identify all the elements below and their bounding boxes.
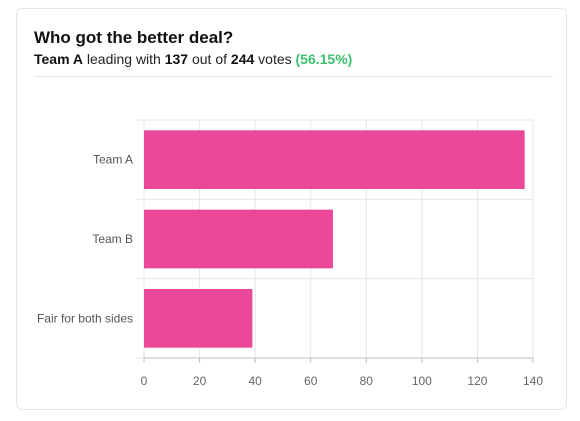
poll-summary: Team A leading with 137 out of 244 votes…: [34, 51, 352, 67]
leader-name: Team A: [34, 51, 84, 67]
bar: [144, 288, 253, 348]
bar: [144, 130, 525, 190]
x-tick-label: 0: [141, 374, 148, 388]
header-divider: [34, 76, 553, 77]
out-of-text: out of: [191, 51, 228, 67]
leader-votes: 137: [164, 51, 189, 67]
x-tick-label: 100: [412, 374, 432, 388]
x-tick-label: 80: [360, 374, 374, 388]
total-votes: 244: [230, 51, 255, 67]
category-label: Team B: [92, 232, 133, 246]
category-label: Fair for both sides: [37, 311, 133, 325]
x-tick-label: 120: [467, 374, 487, 388]
x-tick-label: 40: [248, 374, 262, 388]
x-tick-label: 140: [523, 374, 543, 388]
poll-card: Who got the better deal? Team A leading …: [16, 8, 567, 410]
x-tick-label: 60: [304, 374, 318, 388]
category-label: Team A: [93, 153, 133, 167]
votes-text: votes: [258, 51, 292, 67]
bar: [144, 209, 333, 269]
x-tick-label: 20: [193, 374, 207, 388]
leading-text: leading with: [86, 51, 161, 67]
leader-percent: (56.15%): [295, 51, 353, 67]
poll-title: Who got the better deal?: [34, 28, 234, 47]
